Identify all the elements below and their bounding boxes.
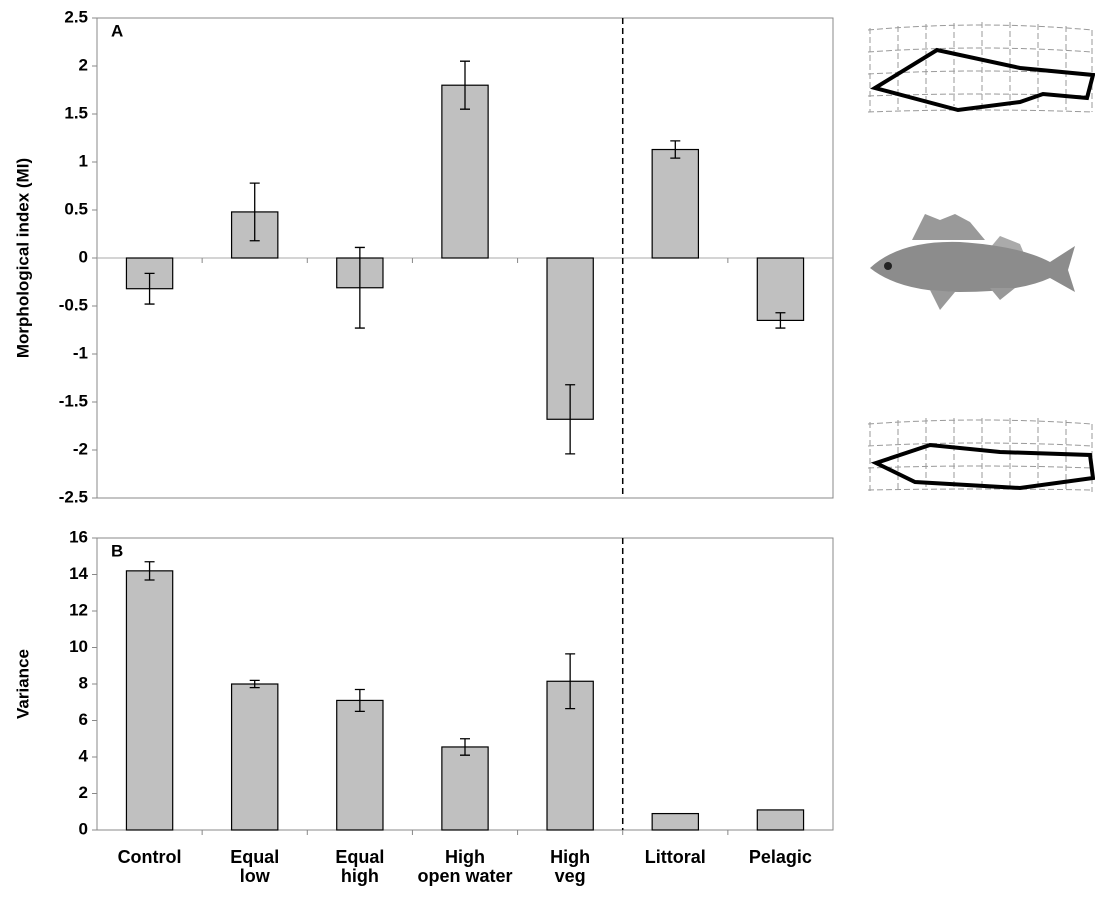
bar xyxy=(442,85,488,258)
panel-label: B xyxy=(111,541,123,560)
page: {"chart_data": [ {"type": "bar", "panel_… xyxy=(0,0,1095,898)
y-tick-label: -2.5 xyxy=(59,487,88,506)
y-tick-label: 12 xyxy=(69,600,88,619)
y-tick-label: -0.5 xyxy=(59,295,88,314)
y-tick-label: 6 xyxy=(79,710,88,729)
x-tick-label: High open water xyxy=(410,848,520,886)
x-tick-label: Littoral xyxy=(620,848,730,867)
bar xyxy=(232,684,278,830)
y-tick-label: -1 xyxy=(73,343,88,362)
y-tick-label: 10 xyxy=(69,637,88,656)
y-tick-label: 0 xyxy=(79,819,88,838)
bar xyxy=(652,150,698,258)
bar xyxy=(757,810,803,830)
y-tick-label: 2 xyxy=(79,55,88,74)
bar xyxy=(442,747,488,830)
bar xyxy=(126,571,172,830)
y-tick-label: 2.5 xyxy=(64,7,88,26)
bar xyxy=(652,814,698,830)
y-tick-label: 8 xyxy=(79,673,88,692)
bar xyxy=(337,700,383,830)
y-tick-label: -1.5 xyxy=(59,391,88,410)
y-axis-label: Variance xyxy=(13,649,32,719)
bar xyxy=(757,258,803,320)
x-tick-label: Equal low xyxy=(200,848,310,886)
shape-outline-top xyxy=(875,50,1093,110)
y-tick-label: 4 xyxy=(79,746,89,765)
x-tick-label: High veg xyxy=(515,848,625,886)
y-tick-label: 1 xyxy=(79,151,88,170)
y-tick-label: 14 xyxy=(69,564,88,583)
y-tick-label: -2 xyxy=(73,439,88,458)
y-axis-label: Morphological index (MI) xyxy=(13,158,32,358)
fish-image xyxy=(870,214,1075,310)
shape-grid-top xyxy=(868,22,1092,112)
x-tick-label: Equal high xyxy=(305,848,415,886)
y-tick-label: 0 xyxy=(79,247,88,266)
y-tick-label: 1.5 xyxy=(64,103,88,122)
chart: 2.5 2 1.5 1 0.5 0 -0.5 -1 -1.5 -2 -2.5 A Morphologic… xyxy=(0,0,1095,898)
y-tick-label: 16 xyxy=(69,527,88,546)
x-tick-label: Control xyxy=(95,848,205,867)
panel-label: A xyxy=(111,21,123,40)
x-tick-label: Pelagic xyxy=(725,848,835,867)
y-tick-label: 2 xyxy=(79,783,88,802)
y-tick-label: 0.5 xyxy=(64,199,88,218)
